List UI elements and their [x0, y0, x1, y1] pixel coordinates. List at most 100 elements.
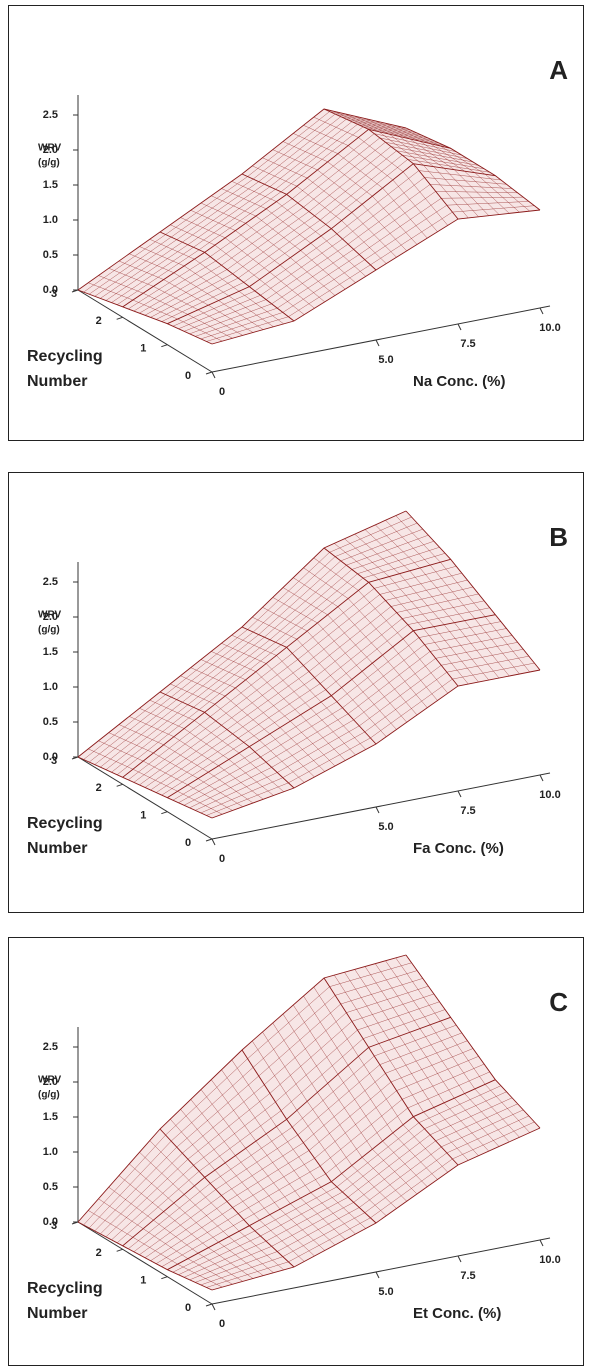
mesh-line	[342, 177, 425, 240]
mesh-line	[303, 995, 349, 1066]
mesh-line	[149, 1140, 195, 1187]
surface-column	[323, 547, 459, 687]
y-axis	[77, 289, 213, 373]
mesh-line	[390, 1048, 474, 1083]
z-tick-label: 1.0	[43, 681, 58, 693]
mesh-line	[402, 1124, 448, 1173]
mesh-line	[329, 962, 412, 987]
mesh-line	[385, 141, 468, 159]
mesh-line	[313, 557, 359, 591]
x-tick-label: 5.0	[378, 354, 393, 366]
mesh-line	[464, 620, 510, 677]
mesh-line	[402, 638, 448, 694]
mesh-line	[176, 1075, 259, 1148]
panel-frame	[8, 472, 584, 913]
mesh-line	[264, 118, 347, 185]
surface-cell	[331, 1116, 458, 1223]
z-tick-label: 0.5	[43, 716, 58, 728]
mesh-line	[303, 1073, 386, 1143]
mesh-line	[172, 751, 256, 801]
mesh-line	[231, 181, 277, 202]
mesh-line	[419, 141, 465, 172]
mesh-line	[165, 629, 248, 695]
mesh-line	[139, 264, 222, 314]
mesh-line	[358, 1056, 404, 1125]
mesh-line	[128, 716, 211, 781]
mesh-line	[385, 579, 468, 601]
mesh-line	[238, 752, 284, 792]
mesh-line	[171, 178, 254, 238]
z-axis-label: (g/g)	[38, 158, 60, 169]
mesh-line	[337, 153, 383, 189]
z-axis-label: WRV	[38, 610, 61, 621]
mesh-line	[392, 1132, 438, 1180]
mesh-line	[303, 142, 386, 208]
mesh-line	[184, 728, 229, 760]
mesh-line	[265, 243, 349, 300]
mesh-line	[300, 250, 346, 290]
mesh-line	[94, 699, 177, 765]
x-tick	[375, 1271, 380, 1279]
x-axis	[211, 1237, 551, 1305]
y-axis	[77, 1221, 213, 1305]
mesh-line	[419, 1028, 465, 1094]
mesh-line	[165, 1058, 248, 1136]
mesh-line	[379, 1032, 462, 1065]
mesh-line	[149, 699, 195, 721]
mesh-line	[429, 564, 476, 619]
mesh-line	[358, 137, 404, 172]
y-tick	[205, 1303, 213, 1307]
mesh-line	[255, 215, 301, 251]
y-tick	[205, 371, 213, 375]
x-axis-label: Et Conc. (%)	[413, 1305, 501, 1322]
surface-column	[241, 1049, 377, 1224]
mesh-line	[254, 233, 338, 292]
mesh-line	[340, 528, 423, 562]
mesh-line	[144, 1201, 228, 1258]
mesh-line	[310, 1192, 356, 1235]
x-tick	[375, 339, 380, 347]
y-tick-label: 2	[96, 315, 102, 327]
mesh-line	[89, 236, 172, 295]
surface-column	[159, 691, 295, 789]
y-tick-label: 1	[140, 343, 146, 355]
y-tick-label: 2	[96, 782, 102, 794]
x-tick-label: 0	[219, 386, 225, 398]
mesh-line	[189, 1246, 272, 1281]
mesh-line	[226, 211, 310, 270]
mesh-line	[300, 714, 346, 761]
mesh-line	[375, 524, 421, 569]
x-tick	[211, 838, 216, 846]
mesh-line	[358, 590, 404, 639]
z-tick-label: 1.5	[43, 646, 58, 658]
z-tick-label: 0.5	[43, 249, 58, 261]
z-axis-label: (g/g)	[38, 625, 60, 636]
mesh-line	[89, 696, 172, 763]
surface-cell	[368, 129, 496, 176]
mesh-line	[346, 118, 429, 139]
mesh-line	[429, 1097, 513, 1136]
mesh-line	[464, 1093, 510, 1143]
mesh-line	[337, 1074, 383, 1142]
mesh-line	[260, 238, 343, 296]
mesh-line	[194, 1185, 240, 1232]
mesh-line	[374, 1024, 457, 1057]
mesh-line	[390, 146, 474, 163]
mesh-line	[385, 1040, 468, 1074]
mesh-line	[128, 256, 211, 310]
x-tick	[539, 1239, 544, 1247]
mesh-line	[303, 125, 349, 146]
x-tick	[539, 307, 544, 315]
mesh-line	[435, 1103, 518, 1142]
mesh-line	[255, 671, 301, 715]
mesh-line	[271, 719, 354, 768]
mesh-line	[292, 588, 375, 654]
mesh-line	[340, 116, 423, 136]
mesh-line	[258, 116, 341, 182]
mesh-line	[435, 642, 518, 659]
panel-title: A	[549, 55, 568, 85]
z-tick-label: 0.0	[43, 284, 58, 296]
panel-frame	[8, 5, 584, 441]
mesh-line	[260, 707, 343, 758]
mesh-line	[303, 600, 386, 666]
